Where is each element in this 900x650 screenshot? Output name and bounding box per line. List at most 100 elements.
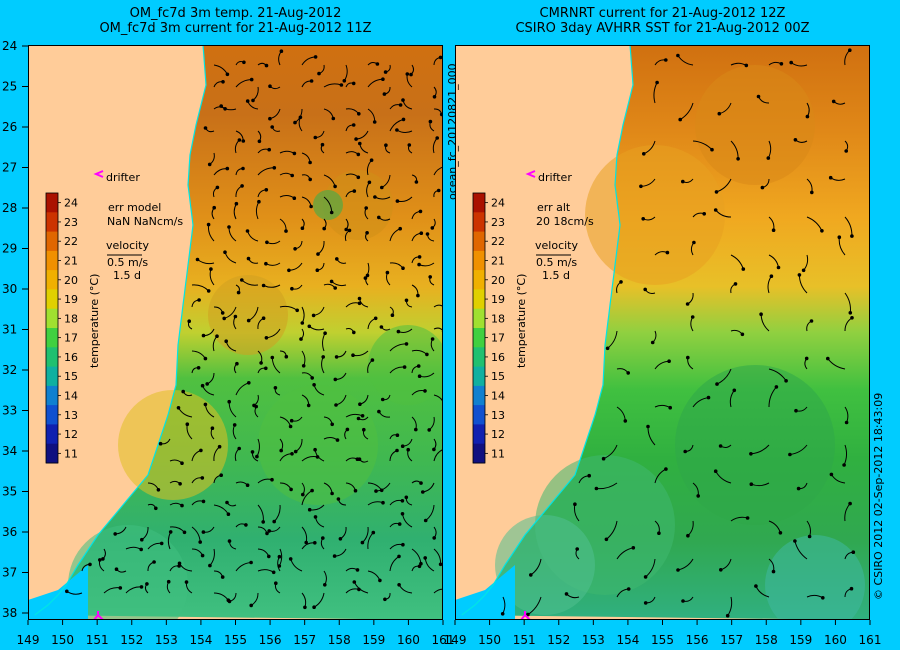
colorbar-segment: [46, 289, 58, 310]
velocity-arrowhead: [353, 488, 358, 493]
velocity-arrowhead: [844, 420, 849, 425]
coastline: [34, 45, 207, 616]
velocity-arrowhead: [643, 575, 648, 579]
velocity-arrowhead: [404, 342, 409, 346]
velocity-arrowhead: [383, 70, 388, 74]
velocity-arrowhead: [333, 377, 338, 382]
velocity-arrowhead: [333, 286, 338, 290]
velocity-arrowhead: [400, 512, 405, 516]
velocity-arrowhead: [222, 316, 226, 321]
velocity-arrowhead: [168, 530, 173, 534]
velocity-arrowhead: [646, 424, 650, 429]
velocity-arrowhead: [749, 452, 753, 456]
velocity-vector: [768, 386, 777, 408]
velocity-arrowhead: [378, 578, 382, 583]
left-map-panel[interactable]: drifter 24 23 22 21 20 19 18 17 16 15 14 13 12 11 tempe…: [28, 45, 443, 620]
longitude-tick-label: 156: [686, 633, 709, 647]
velocity-arrowhead: [357, 457, 362, 462]
colorbar-segment: [46, 385, 58, 406]
velocity-arrowhead: [336, 497, 341, 501]
velocity-arrowhead: [383, 597, 387, 602]
velocity-arrowhead: [373, 195, 377, 199]
colorbar-tick-label: 24: [64, 197, 78, 210]
velocity-arrowhead: [626, 587, 631, 591]
velocity-arrowhead: [237, 138, 242, 142]
velocity-arrowhead: [299, 337, 303, 341]
velocity-arrowhead: [156, 488, 161, 492]
velocity-arrowhead: [401, 98, 405, 102]
colorbar-tick-label: 15: [491, 370, 505, 383]
velocity-arrowhead: [594, 486, 599, 491]
velocity-arrowhead: [425, 232, 430, 236]
velocity-vector: [527, 596, 542, 616]
velocity-arrowhead: [225, 166, 230, 171]
velocity-arrowhead: [206, 289, 211, 293]
colorbar-tick-label: 13: [491, 409, 505, 422]
velocity-arrowhead: [396, 329, 401, 334]
velocity-arrowhead: [428, 119, 433, 124]
velocity-arrowhead: [201, 333, 206, 338]
velocity-arrowhead: [241, 139, 246, 143]
velocity-arrowhead: [268, 116, 272, 121]
velocity-arrowhead: [227, 539, 232, 543]
velocity-arrowhead: [365, 273, 370, 278]
velocity-arrowhead: [201, 530, 206, 534]
colorbar-tick-label: 20: [491, 274, 505, 287]
latitude-tick-label: 27: [2, 161, 17, 175]
latitude-tick-label: 36: [2, 525, 17, 539]
colorbar-tick-label: 18: [491, 312, 505, 325]
velocity-arrowhead: [330, 491, 334, 496]
latitude-tick-label: 24: [2, 39, 17, 53]
velocity-arrowhead: [850, 234, 854, 238]
velocity-arrowhead: [259, 361, 263, 365]
velocity-arrowhead: [333, 184, 337, 189]
velocity-arrowhead: [279, 49, 284, 53]
velocity-arrowhead: [184, 580, 189, 584]
velocity-arrowhead: [706, 395, 711, 400]
velocity-arrowhead: [367, 180, 372, 185]
velocity-arrowhead: [139, 585, 144, 589]
velocity-arrowhead: [423, 389, 427, 393]
latitude-tick-label: 34: [2, 444, 17, 458]
longitude-axis: 149 150 151 152 153 154 155 156 157 158 159 160 1611…: [17, 620, 881, 647]
velocity-arrowhead: [667, 359, 671, 364]
velocity-arrowhead: [140, 537, 144, 542]
velocity-arrowhead: [425, 352, 429, 357]
velocity-arrowhead: [664, 467, 668, 471]
velocity-arrowhead: [358, 141, 362, 146]
velocity-arrowhead: [200, 553, 205, 558]
velocity-arrowhead: [289, 418, 294, 423]
velocity-arrowhead: [384, 143, 388, 147]
velocity-arrowhead: [177, 564, 181, 568]
colorbar-tick-label: 22: [64, 235, 78, 248]
velocity-arrowhead: [308, 160, 312, 165]
right-map-panel[interactable]: drifter 24 23 22 21 20 19 18 17 16 15 14 13 12 11 tempe…: [455, 45, 870, 620]
velocity-arrowhead: [564, 592, 569, 596]
velocity-arrowhead: [400, 444, 405, 449]
velocity-arrowhead: [287, 268, 291, 273]
velocity-arrowhead: [430, 337, 435, 341]
velocity-arrowhead: [309, 79, 314, 83]
velocity-arrowhead: [264, 63, 269, 68]
longitude-tick-label: 151: [86, 633, 109, 647]
velocity-arrowhead: [421, 490, 425, 494]
velocity-arrowhead: [374, 489, 378, 493]
temperature-patch: [765, 535, 865, 620]
velocity-vector: [692, 140, 713, 151]
velocity-arrowhead: [766, 156, 771, 160]
velocity-arrowhead: [198, 540, 202, 544]
velocity-vector: [606, 520, 618, 540]
colorbar-segment: [46, 231, 58, 252]
velocity-arrowhead: [380, 185, 384, 190]
latitude-tick-label: 26: [2, 120, 17, 134]
velocity-arrowhead: [796, 486, 801, 491]
velocity-arrowhead: [377, 215, 381, 220]
velocity-arrowhead: [185, 422, 190, 427]
velocity-arrowhead: [240, 184, 244, 188]
velocity-arrowhead: [779, 62, 784, 66]
velocity-arrowhead: [395, 128, 399, 132]
longitude-tick-label: 150: [478, 633, 501, 647]
velocity-arrowhead: [270, 477, 274, 482]
longitude-tick-label: 160: [824, 633, 847, 647]
longitude-tick-label: 157: [293, 633, 316, 647]
